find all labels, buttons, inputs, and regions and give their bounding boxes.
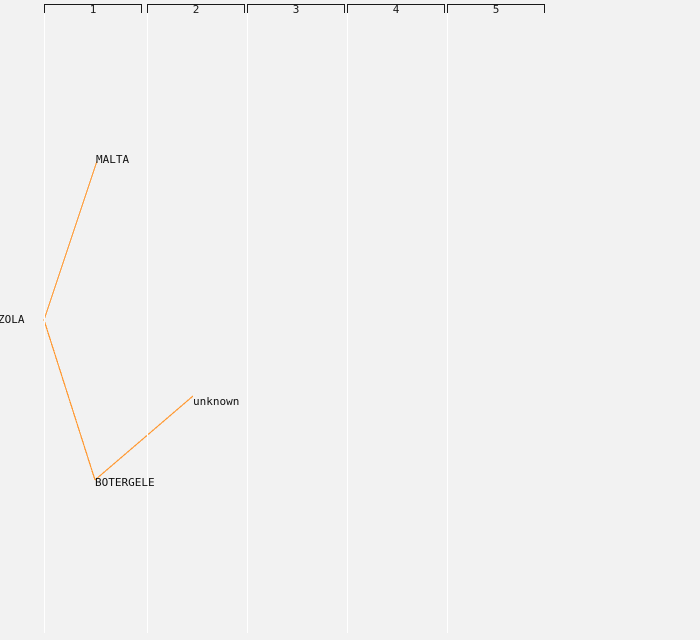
tree-node-malta[interactable]: MALTA xyxy=(96,153,130,166)
generation-column-divider-5 xyxy=(447,4,448,633)
tree-node-unknown[interactable]: unknown xyxy=(193,395,240,408)
generation-header-3[interactable]: 3 xyxy=(247,3,345,16)
generation-header-5[interactable]: 5 xyxy=(447,3,545,16)
tree-node-root[interactable]: ZOLA xyxy=(0,313,25,326)
generation-column-divider-4 xyxy=(347,4,348,633)
tree-edge-botergele-to-unknown xyxy=(94,395,194,481)
tree-node-botergele[interactable]: BOTERGELE xyxy=(95,476,155,489)
generation-header-4[interactable]: 4 xyxy=(347,3,445,16)
generation-header-label: 5 xyxy=(492,3,500,16)
generation-header-1[interactable]: 1 xyxy=(44,3,142,16)
generation-column-divider-2 xyxy=(147,4,148,633)
generation-header-2[interactable]: 2 xyxy=(147,3,245,16)
generation-column-divider-3 xyxy=(247,4,248,633)
tree-edge-root-to-botergele xyxy=(43,319,96,481)
generation-header-label: 4 xyxy=(392,3,400,16)
tree-edge-root-to-malta xyxy=(43,160,98,321)
generation-header-label: 3 xyxy=(292,3,300,16)
generation-header-label: 1 xyxy=(89,3,97,16)
generation-header-label: 2 xyxy=(192,3,200,16)
generation-column-divider-1 xyxy=(44,4,45,633)
